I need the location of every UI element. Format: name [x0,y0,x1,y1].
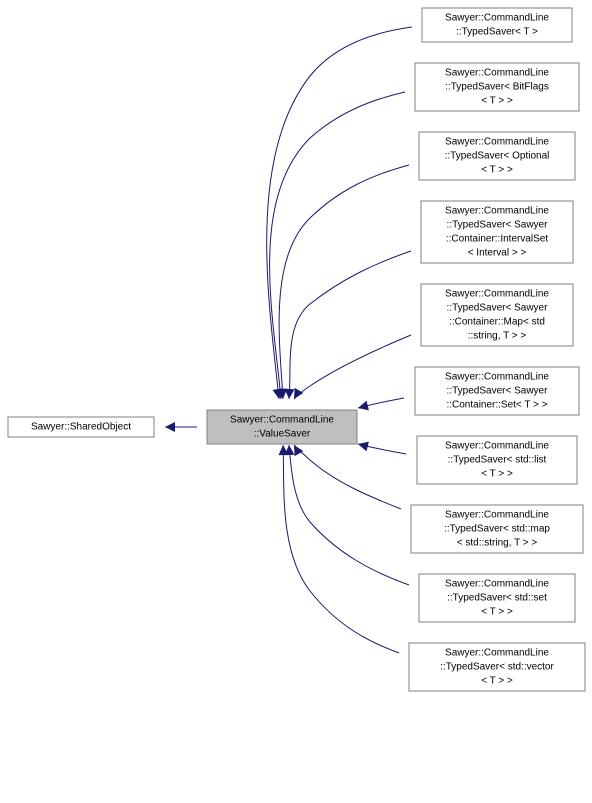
edge-valuesaver-shared [165,422,197,432]
edge-ts_stdlist-valuesaver [358,442,406,454]
node-ts_optional[interactable]: Sawyer::CommandLine::TypedSaver< Optiona… [419,132,575,180]
node-label: Sawyer::CommandLine [445,13,549,24]
node-label: Sawyer::CommandLine [445,137,549,148]
node-label: ::TypedSaver< std::list [448,455,547,466]
node-ts_stdset[interactable]: Sawyer::CommandLine::TypedSaver< std::se… [419,574,575,622]
edge-ts_map_str-valuesaver [294,335,411,399]
node-label: < T > > [481,96,513,107]
node-label: Sawyer::CommandLine [445,206,549,217]
node-label: ::Container::Set< T > > [446,400,547,411]
node-label: Sawyer::CommandLine [445,510,549,521]
node-label: < T > > [481,469,513,480]
node-ts_stdlist[interactable]: Sawyer::CommandLine::TypedSaver< std::li… [417,436,577,484]
node-label: ::Container::Map< std [449,317,545,328]
nodes-layer: Sawyer::SharedObjectSawyer::CommandLine:… [8,8,585,691]
node-label: ::TypedSaver< Sawyer [447,220,549,231]
node-ts_stdmap[interactable]: Sawyer::CommandLine::TypedSaver< std::ma… [411,505,583,553]
node-label: ::TypedSaver< Optional [445,151,550,162]
node-label: ::TypedSaver< Sawyer [447,386,549,397]
node-label: ::TypedSaver< T > [456,27,538,38]
node-label: ::TypedSaver< BitFlags [445,82,549,93]
node-label: ::ValueSaver [254,429,311,440]
edge-ts_bitflags-valuesaver [270,92,405,399]
node-valuesaver: Sawyer::CommandLine::ValueSaver [207,410,357,444]
node-label: ::string, T > > [468,331,527,342]
node-label: ::TypedSaver< std::map [444,524,550,535]
node-ts_set[interactable]: Sawyer::CommandLine::TypedSaver< Sawyer:… [415,367,579,415]
edges-layer [165,27,412,653]
edge-ts_set-valuesaver [358,398,404,410]
node-label: Sawyer::CommandLine [445,579,549,590]
node-label: ::Container::IntervalSet [446,234,548,245]
node-label: < Interval > > [468,248,527,259]
node-label: ::TypedSaver< std::set [447,593,547,604]
edge-ts_stdmap-valuesaver [294,445,401,509]
node-label: Sawyer::CommandLine [445,441,549,452]
node-label: Sawyer::SharedObject [31,422,131,433]
edge-ts_intervalset-valuesaver [285,251,411,399]
node-ts_T[interactable]: Sawyer::CommandLine::TypedSaver< T > [422,8,572,42]
edge-ts_stdset-valuesaver [285,445,409,585]
node-ts_map_str[interactable]: Sawyer::CommandLine::TypedSaver< Sawyer:… [421,284,573,346]
node-label: Sawyer::CommandLine [445,648,549,659]
node-label: Sawyer::CommandLine [445,68,549,79]
node-ts_intervalset[interactable]: Sawyer::CommandLine::TypedSaver< Sawyer:… [421,201,573,263]
node-label: < T > > [481,165,513,176]
node-shared[interactable]: Sawyer::SharedObject [8,417,154,437]
node-ts_bitflags[interactable]: Sawyer::CommandLine::TypedSaver< BitFlag… [415,63,579,111]
node-label: < std::string, T > > [457,538,538,549]
node-label: Sawyer::CommandLine [230,415,334,426]
node-label: Sawyer::CommandLine [445,372,549,383]
node-label: < T > > [481,676,513,687]
node-label: Sawyer::CommandLine [445,289,549,300]
node-label: ::TypedSaver< Sawyer [447,303,549,314]
node-label: < T > > [481,607,513,618]
node-label: ::TypedSaver< std::vector [440,662,554,673]
node-ts_stdvector[interactable]: Sawyer::CommandLine::TypedSaver< std::ve… [409,643,585,691]
edge-ts_T-valuesaver [267,27,412,399]
